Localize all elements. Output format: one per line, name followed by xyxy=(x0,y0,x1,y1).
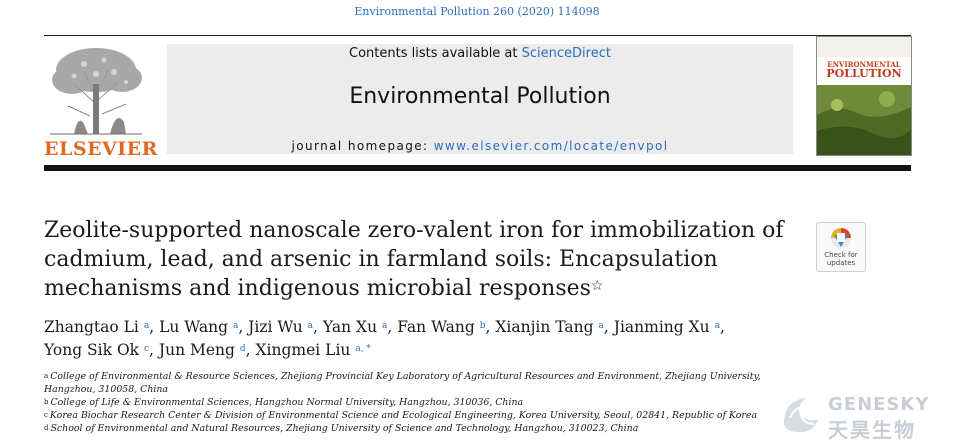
author-affiliation-marker[interactable]: a xyxy=(307,321,313,331)
genesky-watermark: GENESKY 天昊生物 xyxy=(776,390,946,442)
affiliation-list: a College of Environmental & Resource Sci… xyxy=(44,370,784,435)
author-name[interactable]: Jianming Xu xyxy=(613,318,710,336)
article-title-line2: cadmium, lead, and arsenic in farmland s… xyxy=(44,247,718,272)
affiliation-item: d School of Environmental and Natural Res… xyxy=(44,423,639,434)
author-list: Zhangtao Li a, Lu Wang a, Jizi Wu a, Yan… xyxy=(44,316,804,362)
author-affiliation-marker[interactable]: a xyxy=(232,321,239,331)
sciencedirect-link[interactable]: ScienceDirect xyxy=(521,46,611,61)
article-title: Zeolite-supported nanoscale zero-valent … xyxy=(44,216,784,303)
author-affiliation-marker[interactable]: a xyxy=(143,321,150,331)
author-name[interactable]: Yan Xu xyxy=(322,318,378,336)
author-line-2: Yong Sik Ok c, Jun Meng d, Xingmei Liu a… xyxy=(44,341,371,359)
watermark-english: GENESKY xyxy=(828,394,930,415)
author-name[interactable]: Jun Meng xyxy=(158,341,235,359)
cover-title-line2: POLLUTION xyxy=(826,67,902,80)
elsevier-tree-logo-icon xyxy=(50,48,142,135)
journal-masthead: Contents lists available at ScienceDirec… xyxy=(167,44,793,154)
header-bottom-rule xyxy=(44,165,911,171)
publisher-logo[interactable]: ELSEVIER xyxy=(44,44,158,160)
publisher-name: ELSEVIER xyxy=(44,138,158,160)
author-line-1: Zhangtao Li a, Lu Wang a, Jizi Wu a, Yan… xyxy=(44,318,725,336)
author-affiliation-marker[interactable]: a, * xyxy=(355,344,371,354)
author-name[interactable]: Xingmei Liu xyxy=(255,341,351,359)
journal-homepage-link[interactable]: www.elsevier.com/locate/envpol xyxy=(433,139,669,153)
author-name[interactable]: Zhangtao Li xyxy=(44,318,139,336)
check-for-updates-badge[interactable]: Check for updates xyxy=(816,222,866,272)
author-affiliation-marker[interactable]: c xyxy=(143,344,150,354)
author-name[interactable]: Jizi Wu xyxy=(248,318,303,336)
journal-homepage: journal homepage: www.elsevier.com/locat… xyxy=(291,139,669,153)
check-for-updates-label: Check for updates xyxy=(824,251,858,267)
affiliation-item: a College of Environmental & Resource Sci… xyxy=(44,371,761,395)
author-name[interactable]: Fan Wang xyxy=(397,318,475,336)
journal-cover-thumbnail[interactable]: ENVIRONMENTAL POLLUTION xyxy=(816,36,912,156)
watermark-chinese: 天昊生物 xyxy=(828,418,916,442)
contents-availability: Contents lists available at ScienceDirec… xyxy=(349,46,611,61)
header-top-rule xyxy=(44,35,911,36)
article-title-line3: mechanisms and indigenous microbial resp… xyxy=(44,276,604,301)
affiliation-item: b College of Life & Environmental Science… xyxy=(44,397,524,408)
affiliation-key: a xyxy=(44,372,49,380)
journal-reference[interactable]: Environmental Pollution 260 (2020) 11409… xyxy=(354,5,600,18)
author-name[interactable]: Xianjin Tang xyxy=(495,318,594,336)
author-affiliation-marker[interactable]: a xyxy=(598,321,604,331)
affiliation-key: c xyxy=(44,411,48,419)
author-affiliation-marker[interactable]: a xyxy=(714,321,720,331)
author-affiliation-marker[interactable]: a xyxy=(382,321,388,331)
author-name[interactable]: Lu Wang xyxy=(159,318,228,336)
genesky-swirl-icon xyxy=(783,398,818,433)
crossmark-icon xyxy=(831,228,851,248)
article-title-line1: Zeolite-supported nanoscale zero-valent … xyxy=(44,218,784,243)
affiliation-key: d xyxy=(44,424,49,432)
affiliation-key: b xyxy=(44,398,49,406)
cover-title-line1: ENVIRONMENTAL xyxy=(827,60,901,69)
author-affiliation-marker[interactable]: b xyxy=(479,321,486,331)
cover-landscape-image xyxy=(817,85,911,155)
affiliation-item: c Korea Biochar Research Center & Divisio… xyxy=(44,410,758,421)
author-affiliation-marker[interactable]: d xyxy=(239,344,246,354)
journal-title: Environmental Pollution xyxy=(349,84,611,109)
author-name[interactable]: Yong Sik Ok xyxy=(44,341,140,359)
title-footnote-star[interactable]: ☆ xyxy=(590,278,604,294)
